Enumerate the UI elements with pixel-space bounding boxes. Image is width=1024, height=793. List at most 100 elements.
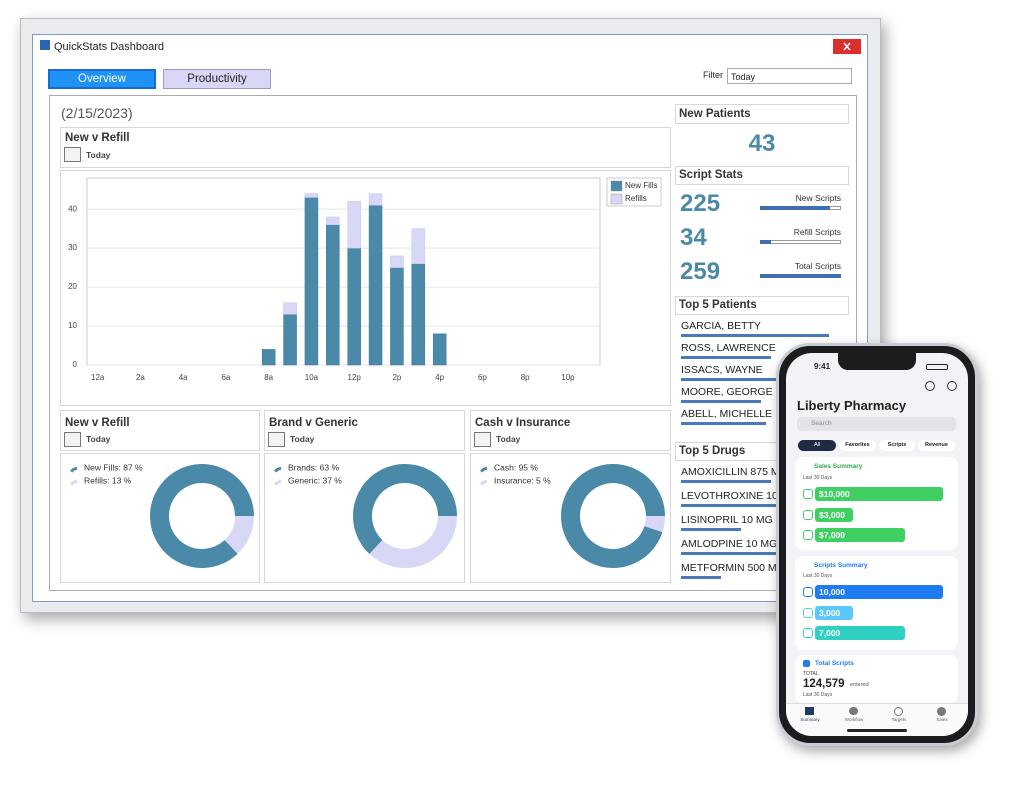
y-tick-label: 20 (68, 282, 77, 291)
stat-bar (760, 274, 841, 278)
summary-bar (815, 605, 854, 620)
tab-label[interactable]: Workflow (844, 717, 864, 722)
bar (261, 349, 276, 366)
window-title: QuickStats Dashboard (54, 41, 165, 53)
drug-bar (681, 528, 741, 531)
bar (390, 255, 404, 268)
tab-icon[interactable] (937, 707, 946, 716)
tab-icon[interactable] (849, 707, 858, 715)
total-caption: TOTAL (803, 671, 819, 677)
filter-select[interactable]: Today (727, 68, 852, 84)
patient-name: MOORE, GEORGE (681, 386, 773, 398)
summary-label: $7,000 (819, 530, 845, 540)
phone-screen: 9:41 Liberty Pharmacy Search All Favorit… (786, 353, 968, 736)
tab[interactable]: Overview (48, 69, 156, 89)
profile-icon[interactable] (947, 381, 957, 391)
calendar-icon (268, 432, 285, 447)
tab-label[interactable]: Targets (891, 717, 907, 722)
total-value: 124,579 (803, 678, 845, 690)
pie-slice (353, 463, 457, 554)
legend-label: Refills: 13 % (84, 475, 132, 485)
drug-name: METFORMIN 500 M (681, 562, 777, 574)
date: (2/15/2023) (61, 105, 133, 121)
row-icon (803, 509, 813, 520)
bar (326, 216, 340, 225)
drug-bar (681, 576, 721, 579)
calendar-icon (64, 432, 81, 447)
y-tick-label: 10 (68, 321, 77, 330)
stat-label: New Scripts (795, 193, 841, 203)
x-tick-label: 12p (348, 373, 362, 382)
chart-subtitle: Today (86, 150, 111, 160)
bar (411, 263, 426, 366)
drug-name: AMLODPINE 10 MG (681, 538, 778, 550)
search-box[interactable]: Search (797, 417, 956, 431)
x-tick-label: 6p (478, 373, 487, 382)
legend-icon (70, 480, 77, 486)
history-icon[interactable] (925, 381, 935, 391)
pie-slice (369, 516, 457, 568)
patient-bar (681, 378, 776, 381)
card-period: Last 30 Days (803, 573, 833, 579)
pie-subtitle: Today (86, 434, 111, 444)
stat-label: Refill Scripts (793, 227, 841, 237)
search-placeholder: Search (811, 420, 832, 427)
patient-name: ROSS, LAWRENCE (681, 342, 776, 354)
summary-bar (815, 528, 905, 542)
x-tick-label: 8p (521, 373, 530, 382)
bar (304, 197, 319, 366)
pie-slice (644, 516, 665, 533)
chip[interactable]: Scripts (879, 440, 915, 451)
summary-label: 10,000 (819, 587, 845, 597)
card-title: Total Scripts (815, 660, 854, 667)
patient-name: GARCIA, BETTY (681, 320, 761, 332)
tab-icon[interactable] (894, 707, 903, 716)
patient-bar (681, 334, 829, 337)
app-title: Liberty Pharmacy (797, 398, 907, 413)
panel-title: New Patients (679, 108, 751, 120)
legend-swatch (610, 193, 623, 205)
x-tick-label: 2a (136, 373, 145, 382)
calendar-icon (474, 432, 491, 447)
legend-label: Cash: 95 % (494, 462, 538, 472)
filter-label: Filter (703, 70, 723, 80)
pie-subtitle: Today (290, 434, 315, 444)
x-tick-label: 10a (305, 373, 319, 382)
calendar-icon (64, 147, 81, 162)
chip[interactable]: Revenue (918, 440, 955, 451)
app-icon (40, 40, 50, 50)
tab-label[interactable]: Sales (936, 717, 948, 722)
notch (838, 353, 916, 370)
close-button[interactable] (833, 39, 861, 54)
new-patients-value: 43 (748, 130, 776, 157)
bar (347, 201, 361, 249)
home-indicator (847, 729, 907, 732)
stat-value: 259 (680, 258, 721, 285)
drug-name: LEVOTHROXINE 10 (681, 490, 778, 502)
y-tick-label: 40 (68, 204, 77, 213)
summary-bar (815, 487, 943, 501)
chip[interactable]: All (798, 440, 836, 451)
pie-header (264, 410, 465, 451)
tab[interactable]: Productivity (163, 69, 271, 89)
battery (926, 364, 948, 370)
stat-bar (760, 206, 831, 210)
chip[interactable]: Favorites (839, 440, 876, 451)
total-unit: entered (850, 682, 869, 688)
tab-icon[interactable] (805, 707, 814, 715)
row-icon (803, 607, 813, 618)
stat-label: Total Scripts (794, 261, 841, 271)
panel-title: Top 5 Patients (679, 299, 757, 311)
card (795, 655, 958, 703)
row-icon (803, 530, 813, 540)
panel-title: Script Stats (679, 169, 743, 181)
x-tick-label: 8a (264, 373, 273, 382)
tab-label[interactable]: Summary (800, 717, 820, 722)
pie-title: Cash v Insurance (475, 417, 571, 429)
card-title: Sales Summary (814, 463, 863, 470)
row-icon (803, 587, 813, 597)
patient-name: ISSACS, WAYNE (681, 364, 763, 376)
pie-header (60, 410, 260, 451)
x-tick-label: 10p (561, 373, 575, 382)
